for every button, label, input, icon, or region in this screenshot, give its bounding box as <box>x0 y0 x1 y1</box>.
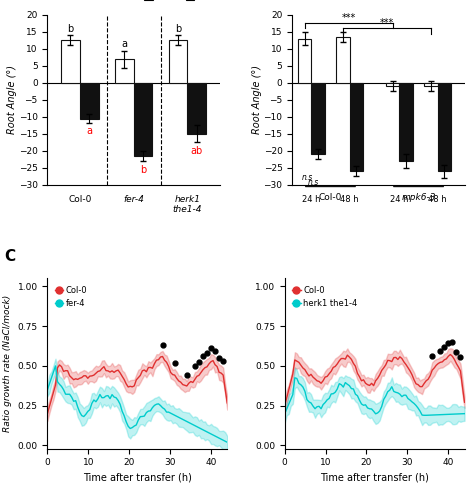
Col-0 <box>306 373 312 379</box>
Bar <box>400 83 413 161</box>
fer-4 <box>172 412 178 418</box>
herk1 the1-4 <box>421 412 427 418</box>
herk1 the1-4 <box>439 412 445 418</box>
Text: Col-0: Col-0 <box>319 193 342 203</box>
Y-axis label: Root Angle (°): Root Angle (°) <box>7 66 17 135</box>
Text: ab: ab <box>191 146 203 156</box>
X-axis label: Time after transfer (h): Time after transfer (h) <box>83 473 192 483</box>
Col-0 <box>224 400 230 406</box>
fer-4 <box>45 387 50 393</box>
Text: a: a <box>86 126 92 136</box>
Bar <box>350 83 363 171</box>
Text: C: C <box>5 249 16 264</box>
fer-4 <box>196 425 202 431</box>
Col-0 <box>436 360 441 366</box>
Bar <box>61 40 80 83</box>
Line: herk1 the1-4: herk1 the1-4 <box>285 378 465 415</box>
Text: ***: *** <box>380 18 394 28</box>
herk1 the1-4 <box>292 375 298 381</box>
herk1 the1-4 <box>409 399 415 405</box>
Line: Col-0: Col-0 <box>285 354 465 406</box>
Text: b: b <box>67 24 73 34</box>
Text: n.s: n.s <box>302 173 313 182</box>
Y-axis label: Root Angle (°): Root Angle (°) <box>252 66 262 135</box>
Text: n.s: n.s <box>308 178 319 187</box>
fer-4 <box>101 394 107 400</box>
Y-axis label: Ratio growth rate (NaCl/mock): Ratio growth rate (NaCl/mock) <box>3 295 12 432</box>
Col-0 <box>456 364 461 370</box>
Col-0 <box>407 368 413 374</box>
herk1 the1-4 <box>282 411 288 417</box>
Col-0 <box>172 372 178 378</box>
Legend: Col-0, herk1 the1-4: Col-0, herk1 the1-4 <box>289 282 361 312</box>
Text: a: a <box>121 39 127 49</box>
Text: b: b <box>175 24 181 34</box>
fer-4 <box>200 427 206 433</box>
Col-0 <box>219 370 224 376</box>
herk1 the1-4 <box>308 400 314 406</box>
Bar <box>386 83 400 86</box>
Col-0 <box>45 411 50 417</box>
Col-0 <box>160 353 165 359</box>
Bar <box>187 83 206 134</box>
Bar <box>169 40 187 83</box>
Line: Col-0: Col-0 <box>47 356 227 414</box>
Col-0 <box>200 367 206 373</box>
Legend: mock, NaCl: mock, NaCl <box>141 0 224 4</box>
herk1 the1-4 <box>457 411 463 417</box>
Text: ***: *** <box>342 13 356 23</box>
Col-0 <box>337 358 342 364</box>
fer-4 <box>224 439 230 445</box>
Col-0 <box>462 399 467 405</box>
Bar <box>134 83 153 156</box>
Col-0 <box>69 375 74 381</box>
Col-0 <box>447 352 453 357</box>
fer-4 <box>53 363 58 369</box>
Bar <box>438 83 451 171</box>
herk1 the1-4 <box>436 412 441 418</box>
Bar <box>80 83 99 119</box>
Col-0 <box>431 365 437 371</box>
X-axis label: Time after transfer (h): Time after transfer (h) <box>320 473 429 483</box>
Line: fer-4: fer-4 <box>47 366 227 442</box>
Col-0 <box>99 365 105 371</box>
Text: b: b <box>140 165 146 175</box>
Bar <box>311 83 325 154</box>
herk1 the1-4 <box>462 411 467 417</box>
Bar <box>115 59 134 83</box>
Bar <box>336 37 350 83</box>
Col-0 <box>282 403 288 409</box>
Col-0 <box>196 372 202 378</box>
fer-4 <box>219 436 224 442</box>
fer-4 <box>71 398 76 404</box>
Bar <box>298 38 311 83</box>
Text: mpk6-3: mpk6-3 <box>401 193 436 203</box>
Bar <box>424 83 438 86</box>
herk1 the1-4 <box>338 382 344 387</box>
Legend: Col-0, fer-4: Col-0, fer-4 <box>52 282 91 312</box>
